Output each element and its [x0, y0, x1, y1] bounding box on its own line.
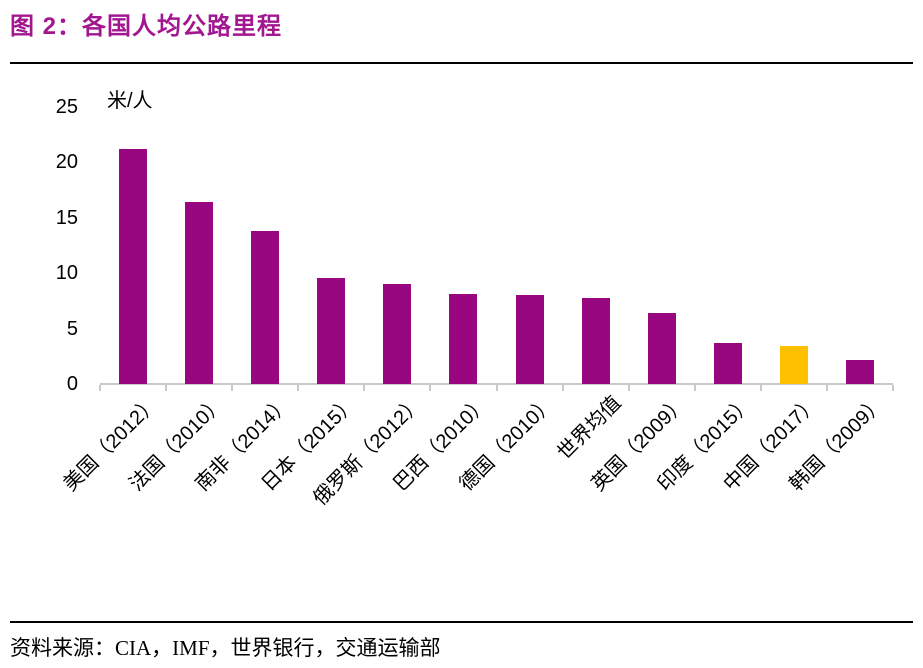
top-divider-line [10, 62, 913, 64]
y-axis-tick-label: 20 [55, 151, 78, 174]
y-axis-tick-label: 10 [55, 262, 78, 285]
y-axis: 0 5 10 15 20 25 [38, 96, 78, 395]
bar [185, 202, 214, 384]
y-axis-tick-label: 5 [66, 317, 78, 340]
source-note: 资料来源：CIA，IMF，世界银行，交通运输部 [10, 636, 441, 660]
x-axis-baseline [100, 383, 893, 385]
x-axis-tick-mark [496, 385, 498, 391]
x-axis-tick-mark [363, 385, 365, 391]
x-axis-tick-mark [562, 385, 564, 391]
figure-title: 图 2：各国人均公路里程 [10, 13, 283, 40]
y-axis-tick-label: 15 [55, 206, 78, 229]
bar [713, 343, 742, 384]
plot-area [99, 107, 894, 391]
x-axis-tick-mark [165, 385, 167, 391]
bar [119, 149, 148, 384]
bar-highlighted [779, 346, 808, 384]
y-axis-unit-label: 米/人 [107, 90, 153, 112]
y-axis-tick-label: 25 [55, 96, 78, 118]
x-axis-tick-mark [760, 385, 762, 391]
x-axis-tick-mark [297, 385, 299, 391]
bar [647, 313, 676, 384]
x-axis-tick-mark [231, 385, 233, 391]
y-axis-tick-label: 0 [66, 373, 78, 395]
bottom-divider-line [10, 621, 913, 623]
bar [449, 294, 478, 384]
x-axis-tick-mark [694, 385, 696, 391]
bar [317, 277, 346, 384]
x-axis-tick-mark [826, 385, 828, 391]
x-axis-tick-mark [99, 385, 101, 391]
x-axis-tick-mark [628, 385, 630, 391]
x-axis-tick-mark [892, 385, 894, 391]
bar [845, 359, 874, 384]
bar [383, 284, 412, 384]
bar [515, 295, 544, 384]
bar [251, 231, 280, 384]
x-axis-tick-mark [429, 385, 431, 391]
bar [581, 297, 610, 384]
